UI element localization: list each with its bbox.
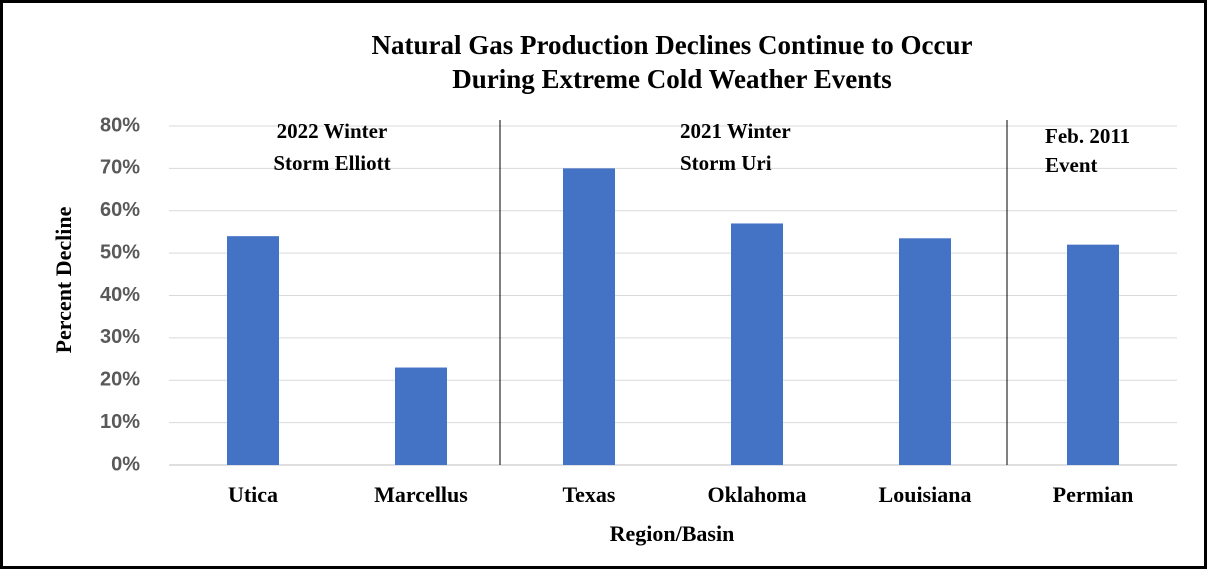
- plot-area: 0% 10% 20% 30% 40% 50% 60% 70% 80% Utica Marcellus…: [100, 114, 1177, 507]
- bar: [1067, 244, 1119, 465]
- bar: [227, 236, 279, 465]
- annotation: Feb. 2011: [1045, 124, 1130, 148]
- x-tick-label: Utica: [228, 482, 278, 507]
- bar: [395, 367, 447, 465]
- y-tick-label: 80%: [100, 114, 140, 136]
- y-tick-label: 30%: [100, 326, 140, 348]
- annotation: 2021 Winter: [680, 119, 791, 143]
- x-axis-label: Region/Basin: [610, 521, 735, 546]
- y-tick-label: 0%: [111, 453, 140, 475]
- y-tick-label: 40%: [100, 284, 140, 306]
- chart-title: During Extreme Cold Weather Events: [452, 64, 892, 94]
- y-tick-label: 50%: [100, 241, 140, 263]
- x-tick-label: Marcellus: [374, 482, 468, 507]
- bar: [899, 238, 951, 465]
- bar: [563, 168, 615, 465]
- annotation: Storm Uri: [680, 151, 772, 175]
- chart-title: Natural Gas Production Declines Continue…: [372, 30, 973, 60]
- y-tick-label: 10%: [100, 411, 140, 433]
- y-tick-label: 20%: [100, 369, 140, 391]
- annotation: 2022 Winter: [277, 119, 388, 143]
- y-tick-label: 70%: [100, 157, 140, 179]
- x-tick-label: Oklahoma: [707, 482, 806, 507]
- y-tick-label: 60%: [100, 199, 140, 221]
- annotation: Storm Elliott: [273, 151, 390, 175]
- x-tick-label: Texas: [563, 482, 616, 507]
- bar: [731, 223, 783, 465]
- y-axis-label: Percent Decline: [51, 206, 76, 353]
- x-tick-label: Permian: [1053, 482, 1134, 507]
- annotation: Event: [1045, 153, 1098, 177]
- x-tick-label: Louisiana: [879, 482, 972, 507]
